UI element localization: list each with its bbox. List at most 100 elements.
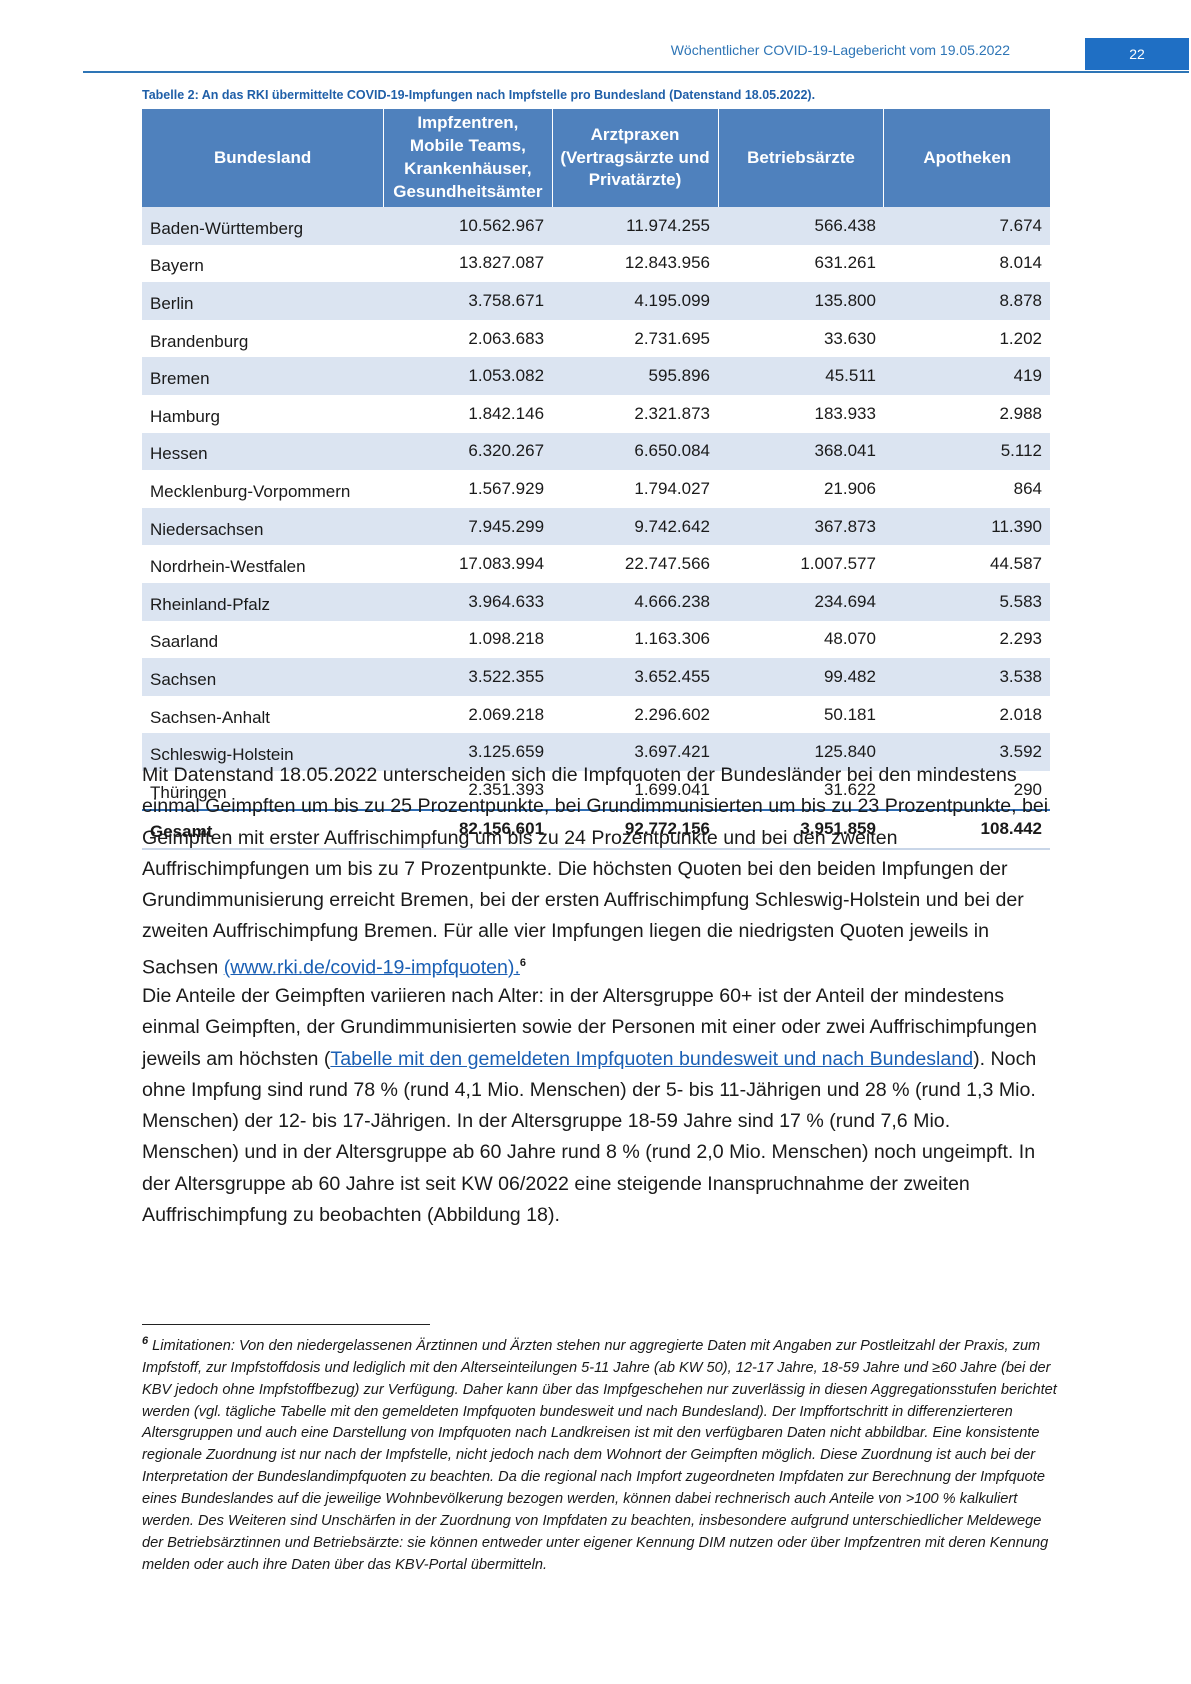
- table-row: Sachsen-Anhalt 2.069.218 2.296.602 50.181 2.…: [142, 695, 1050, 734]
- column-header: Impfzentren, Mobile Teams, Krankenhäuser…: [383, 109, 553, 207]
- table-cell: Mecklenburg-Vorpommern: [142, 470, 384, 508]
- column-header: Arztpraxen (Vertragsärzte und Privatärzt…: [552, 109, 719, 207]
- column-header: Apotheken: [883, 109, 1050, 207]
- table-cell: 1.794.027: [552, 470, 718, 508]
- impfquoten-table-link[interactable]: Tabelle mit den gemeldeten Impfquoten bu…: [330, 1047, 974, 1070]
- table-cell: 631.261: [718, 244, 884, 283]
- table-cell: 2.293: [883, 620, 1050, 659]
- table-row: Niedersachsen 7.945.299 9.742.642 367.873 11…: [142, 507, 1050, 546]
- table-row: Rheinland-Pfalz 3.964.633 4.666.238 234.694…: [142, 582, 1050, 621]
- table-cell: 11.390: [883, 507, 1050, 546]
- table-cell: Schleswig-Holstein: [142, 733, 384, 771]
- table-cell: 4.195.099: [552, 282, 718, 320]
- table-cell: Hessen: [142, 432, 384, 471]
- footnote-text: Limitationen: Von den niedergelassenen Ä…: [142, 1337, 1057, 1573]
- table-row: Mecklenburg-Vorpommern 1.567.929 1.794.027…: [142, 470, 1050, 508]
- table-cell: Rheinland-Pfalz: [142, 582, 384, 621]
- table-cell: 595.896: [552, 357, 718, 395]
- table-cell: Baden-Württemberg: [142, 207, 384, 245]
- table-cell: 234.694: [718, 582, 884, 621]
- table-cell: 44.587: [883, 545, 1050, 583]
- table-cell: 17.083.994: [383, 545, 553, 583]
- footnote: 6 Limitationen: Von den niedergelassenen…: [142, 1331, 1057, 1577]
- table-cell: 2.351.393: [383, 770, 553, 810]
- table-cell: 3.697.421: [552, 733, 718, 771]
- table-cell: 99.482: [718, 658, 884, 696]
- paragraph-altersgruppen: Die Anteile der Geimpften variieren nach…: [142, 981, 1052, 1231]
- table-cell: Sachsen-Anhalt: [142, 695, 384, 734]
- table-cell: 2.018: [883, 695, 1050, 734]
- table-row: Nordrhein-Westfalen 17.083.994 22.747.566 1…: [142, 545, 1050, 583]
- table-row: Hamburg 1.842.146 2.321.873 183.933 2.988: [142, 394, 1050, 433]
- table-cell: 13.827.087: [383, 244, 553, 283]
- table-cell: 1.098.218: [383, 620, 553, 659]
- table-cell: 2.731.695: [552, 319, 718, 358]
- table-row: Brandenburg 2.063.683 2.731.695 33.630 1.202: [142, 319, 1050, 358]
- table-cell: 2.296.602: [552, 695, 718, 734]
- table-cell: 10.562.967: [383, 207, 553, 245]
- table-cell: 2.988: [883, 394, 1050, 433]
- table-row: Baden-Württemberg 10.562.967 11.974.255 566…: [142, 207, 1050, 245]
- table-cell: 45.511: [718, 357, 884, 395]
- table-cell: 3.758.671: [383, 282, 553, 320]
- table-cell: 5.112: [883, 432, 1050, 471]
- table-cell: Niedersachsen: [142, 507, 384, 546]
- table-row: Berlin 3.758.671 4.195.099 135.800 8.878: [142, 282, 1050, 320]
- rki-impfquoten-link[interactable]: (www.rki.de/covid-19-impfquoten).: [223, 956, 520, 979]
- table-cell: 3.951.859: [718, 808, 884, 851]
- table-cell: Bayern: [142, 244, 384, 283]
- table-cell: 3.538: [883, 658, 1050, 696]
- table-cell: 33.630: [718, 319, 884, 358]
- table-cell: 1.202: [883, 319, 1050, 358]
- table-cell: 4.666.238: [552, 582, 718, 621]
- table-cell: Berlin: [142, 282, 384, 320]
- table-cell: 8.878: [883, 282, 1050, 320]
- table-cell: 3.652.455: [552, 658, 718, 696]
- column-header: Betriebsärzte: [718, 109, 885, 207]
- table-cell: Thüringen: [142, 770, 384, 810]
- table-cell: 419: [883, 357, 1050, 395]
- table-cell: 290: [883, 770, 1050, 810]
- table-cell: 31.622: [718, 770, 884, 810]
- table-cell: 125.840: [718, 733, 884, 771]
- table-header-row: Bundesland Impfzentren, Mobile Teams, Kr…: [142, 109, 1050, 207]
- table-cell: 1.567.929: [383, 470, 553, 508]
- table-cell: 135.800: [718, 282, 884, 320]
- paragraph-text: Die Anteile der Geimpften variieren nach…: [142, 985, 1037, 1070]
- table-cell: 864: [883, 470, 1050, 508]
- page-number-badge: 22: [1085, 38, 1189, 70]
- table-caption: Tabelle 2: An das RKI übermittelte COVID…: [142, 88, 816, 102]
- table-cell: 1.053.082: [383, 357, 553, 395]
- table-cell: 82.156.601: [383, 808, 553, 851]
- table-cell: 48.070: [718, 620, 884, 659]
- table-cell: 2.063.683: [383, 319, 553, 358]
- paragraph-text: Mit Datenstand 18.05.2022 unterscheiden …: [142, 764, 1049, 979]
- paragraph-impfquoten: Mit Datenstand 18.05.2022 unterscheiden …: [142, 760, 1052, 984]
- table-cell: 1.163.306: [552, 620, 718, 659]
- table-cell: 92.772.156: [552, 808, 718, 851]
- footnote-reference[interactable]: 6: [519, 956, 527, 969]
- vaccination-table: Bundesland Impfzentren, Mobile Teams, Kr…: [142, 109, 1050, 851]
- table-cell: 3.125.659: [383, 733, 553, 771]
- footnote-number: 6: [142, 1335, 149, 1347]
- table-cell: 11.974.255: [552, 207, 718, 245]
- table-cell: 108.442: [883, 808, 1050, 851]
- table-cell: Bremen: [142, 357, 384, 395]
- table-cell: Gesamt: [142, 808, 384, 851]
- table-cell: 2.069.218: [383, 695, 553, 734]
- table-cell: 183.933: [718, 394, 884, 433]
- table-row: Hessen 6.320.267 6.650.084 368.041 5.112: [142, 432, 1050, 471]
- table-row: Sachsen 3.522.355 3.652.455 99.482 3.538: [142, 658, 1050, 696]
- table-cell: 6.650.084: [552, 432, 718, 471]
- table-row: Saarland 1.098.218 1.163.306 48.070 2.293: [142, 620, 1050, 659]
- footnote-divider: [142, 1324, 430, 1325]
- table-row: Thüringen 2.351.393 1.699.041 31.622 290: [142, 770, 1050, 810]
- table-row: Bayern 13.827.087 12.843.956 631.261 8.014: [142, 244, 1050, 283]
- table-cell: 7.945.299: [383, 507, 553, 546]
- paragraph-text: ). Noch ohne Impfung sind rund 78 % (run…: [142, 1047, 1037, 1227]
- table-cell: 566.438: [718, 207, 884, 245]
- table-cell: 1.007.577: [718, 545, 884, 583]
- table-cell: 8.014: [883, 244, 1050, 283]
- table-cell: 2.321.873: [552, 394, 718, 433]
- column-header: Bundesland: [142, 109, 385, 207]
